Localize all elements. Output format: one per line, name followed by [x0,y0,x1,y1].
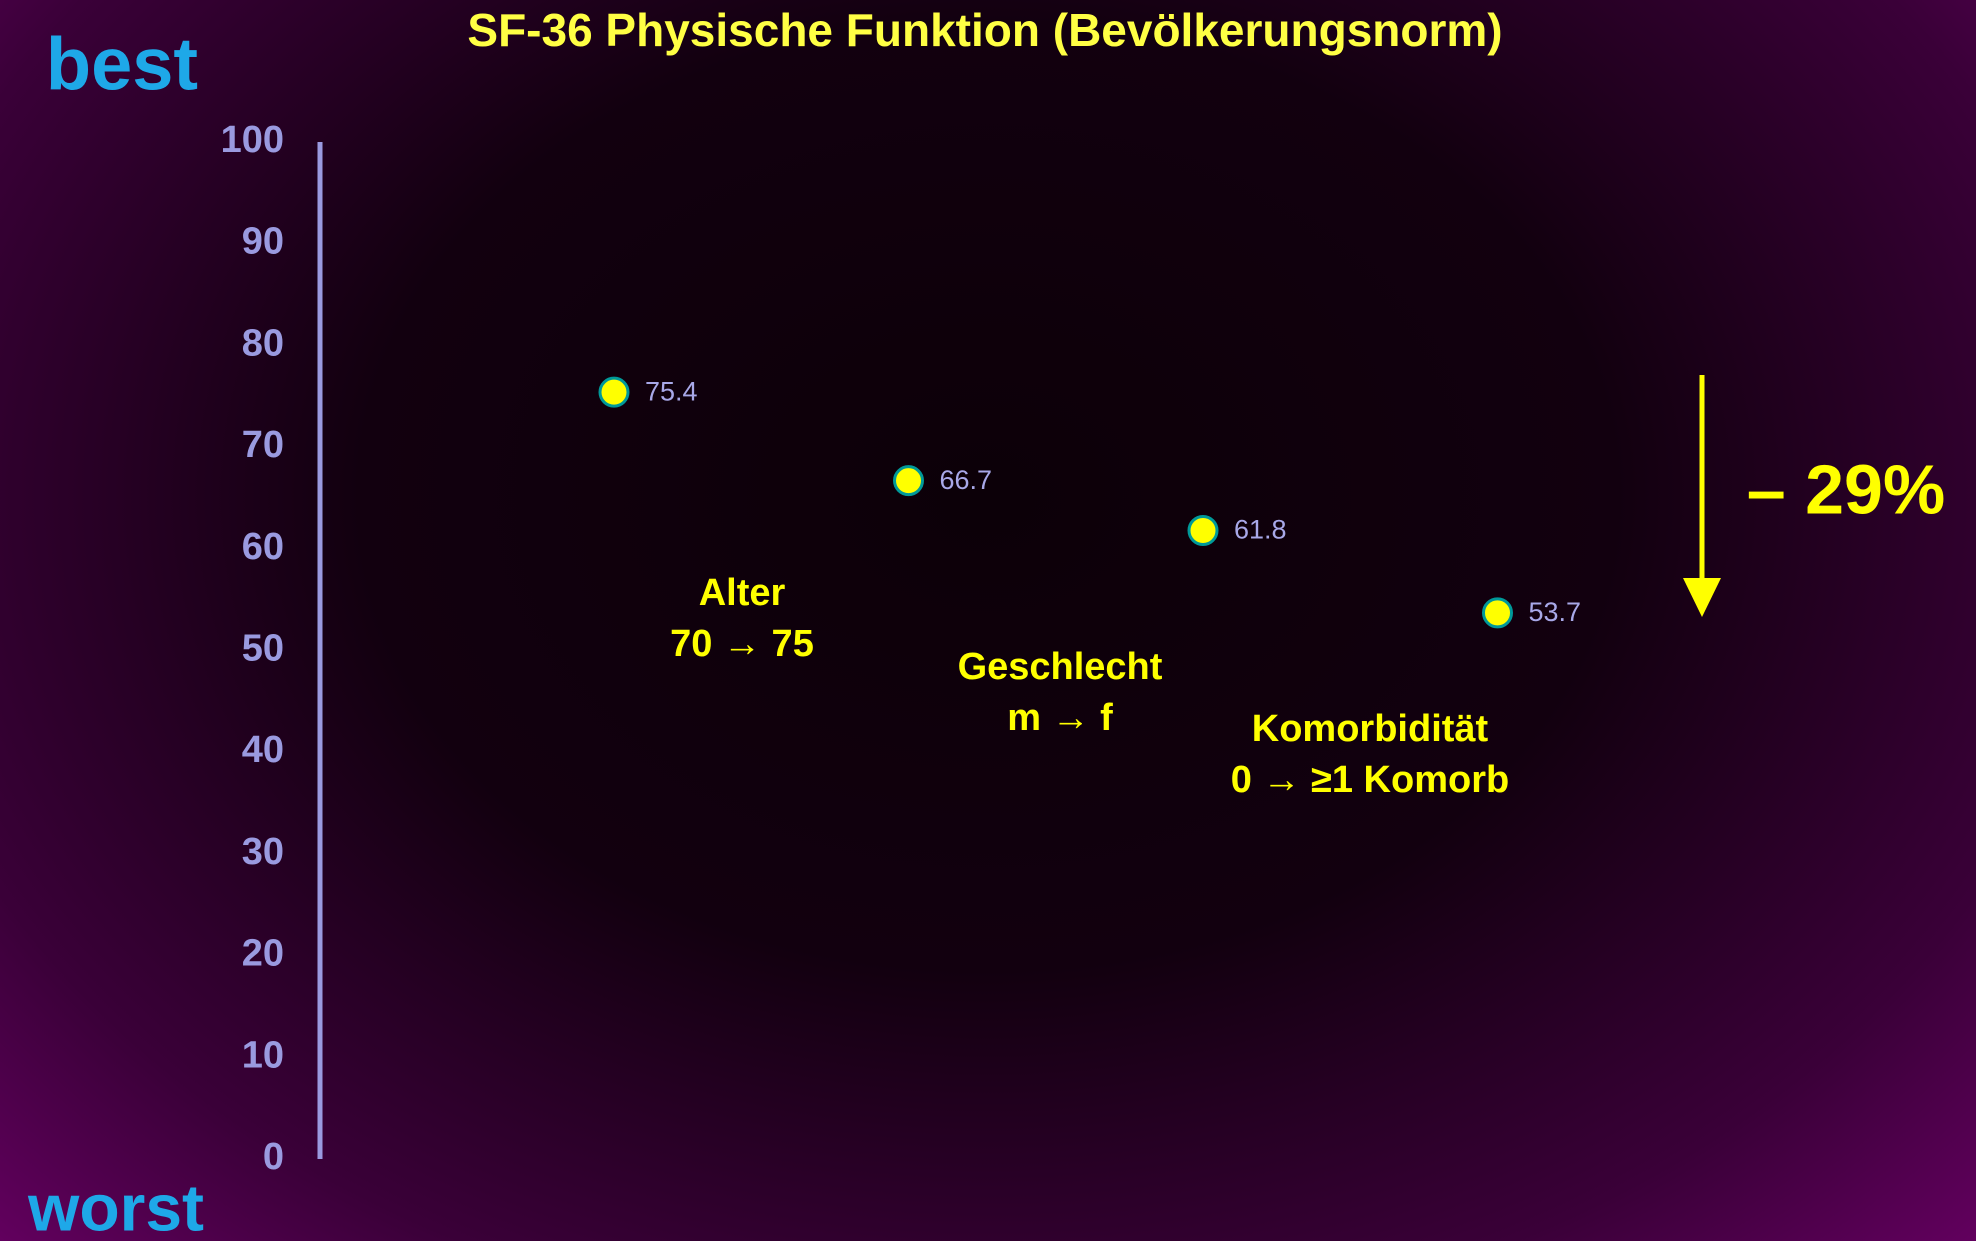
dot [1187,514,1219,546]
y-tick-label: 40 [242,729,284,771]
y-tick-label: 80 [242,322,284,364]
change-label: – 29% [1747,450,1945,528]
value-label: 66.7 [940,465,993,495]
y-tick-label: 10 [242,1034,284,1076]
y-tick-label: 20 [242,933,284,975]
y-tick-label: 30 [242,831,284,873]
y-tick-label: 60 [242,526,284,568]
dot [893,465,924,497]
value-label: 61.8 [1234,515,1287,545]
value-label: 53.7 [1529,597,1582,627]
annotation: Alter [699,572,786,614]
value-label: 75.4 [645,376,698,406]
annotation: Komorbidität [1252,708,1489,750]
y-tick-label: 100 [221,119,284,161]
annotation: 0 → ≥1 Komorb [1231,759,1509,801]
chart-title: SF-36 Physische Funktion (Bevölkerungsno… [467,4,1502,56]
y-tick-label: 50 [242,628,284,670]
y-tick-label: 70 [242,424,284,466]
annotation: m → f [1007,697,1113,739]
dot [1482,597,1513,629]
y-tick-label: 90 [242,221,284,263]
annotation: 70 → 75 [670,623,814,665]
arrow-head [1683,578,1721,617]
y-tick-label: 0 [263,1136,284,1178]
annotation: Geschlecht [958,646,1163,688]
best-label: best [46,23,198,106]
dot [598,376,630,408]
worst-label: worst [27,1170,204,1241]
